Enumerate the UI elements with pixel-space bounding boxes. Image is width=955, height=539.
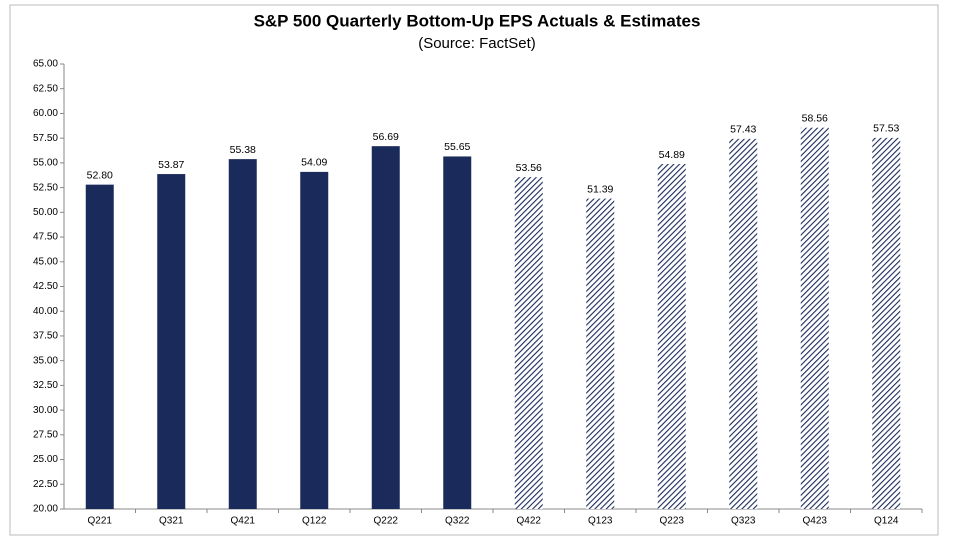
y-tick-label: 42.50 [33, 281, 58, 292]
bar [85, 184, 114, 509]
y-tick-label: 47.50 [33, 232, 58, 243]
value-label: 52.80 [87, 169, 113, 181]
y-tick-label: 45.00 [33, 256, 58, 267]
bar [371, 146, 400, 509]
y-tick-label: 55.00 [33, 158, 58, 169]
y-tick-label: 50.00 [33, 207, 58, 218]
x-tick-label: Q124 [874, 516, 899, 527]
y-tick-label: 32.50 [33, 380, 58, 391]
bar [157, 174, 186, 509]
y-tick-label: 37.50 [33, 331, 58, 342]
value-label: 58.56 [802, 112, 828, 124]
x-tick-label: Q221 [88, 516, 113, 527]
value-label: 55.38 [230, 144, 256, 156]
bar [443, 156, 472, 509]
y-tick-label: 35.00 [33, 355, 58, 366]
bar [657, 163, 686, 509]
x-tick-label: Q322 [445, 516, 470, 527]
y-tick-label: 22.50 [33, 479, 58, 490]
value-label: 57.43 [730, 124, 756, 136]
x-tick-label: Q222 [374, 516, 399, 527]
x-tick-label: Q421 [231, 516, 256, 527]
value-label: 55.65 [444, 141, 470, 153]
y-tick-label: 40.00 [33, 306, 58, 317]
value-label: 56.69 [373, 131, 399, 143]
chart-title: S&P 500 Quarterly Bottom-Up EPS Actuals … [254, 11, 701, 30]
y-tick-label: 30.00 [33, 405, 58, 416]
value-label: 51.39 [587, 183, 613, 195]
chart-frame [9, 4, 939, 536]
x-tick-label: Q321 [159, 516, 184, 527]
bar [228, 159, 257, 509]
bar [514, 177, 543, 509]
y-tick-label: 57.50 [33, 133, 58, 144]
value-label: 54.89 [659, 149, 685, 161]
x-tick-label: Q423 [803, 516, 828, 527]
x-tick-label: Q122 [302, 516, 327, 527]
y-tick-label: 62.50 [33, 83, 58, 94]
y-tick-label: 65.00 [33, 59, 58, 70]
value-label: 57.53 [873, 123, 899, 135]
y-tick-label: 25.00 [33, 454, 58, 465]
x-tick-label: Q422 [517, 516, 542, 527]
x-tick-label: Q123 [588, 516, 613, 527]
y-tick-label: 20.00 [33, 504, 58, 515]
bar [300, 171, 329, 510]
value-label: 53.56 [516, 162, 542, 174]
bar [586, 198, 615, 510]
y-tick-label: 27.50 [33, 429, 58, 440]
bar [729, 138, 758, 509]
x-tick-label: Q223 [660, 516, 685, 527]
x-tick-label: Q323 [731, 516, 756, 527]
y-tick-label: 60.00 [33, 108, 58, 119]
bar [872, 137, 901, 509]
value-label: 54.09 [301, 157, 327, 169]
value-label: 53.87 [158, 159, 184, 171]
bar [800, 127, 829, 509]
chart-subtitle: (Source: FactSet) [418, 35, 536, 52]
y-tick-label: 52.50 [33, 182, 58, 193]
